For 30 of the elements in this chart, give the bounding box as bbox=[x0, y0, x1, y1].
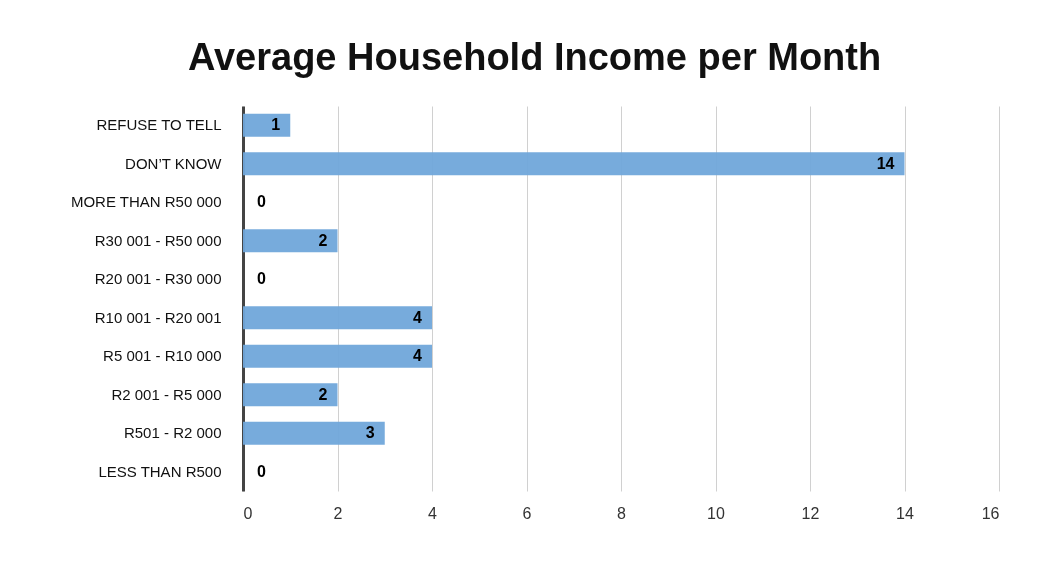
y-tick-label: R20 001 - R30 000 bbox=[94, 270, 222, 288]
data-label: 0 bbox=[257, 193, 266, 211]
y-tick-label: R501 - R2 000 bbox=[123, 424, 222, 442]
x-tick-label: 14 bbox=[896, 504, 914, 522]
x-tick-label: 12 bbox=[801, 504, 820, 522]
y-tick-label: DON’T KNOW bbox=[125, 154, 223, 172]
data-label: 2 bbox=[318, 231, 328, 249]
x-tick-label: 16 bbox=[981, 504, 1000, 522]
y-tick-label: REFUSE TO TELL bbox=[96, 116, 222, 134]
y-tick-label: R10 001 - R20 001 bbox=[94, 308, 222, 326]
data-label: 2 bbox=[318, 385, 328, 403]
y-tick-label: LESS THAN R500 bbox=[98, 462, 222, 480]
data-label: 0 bbox=[257, 270, 266, 288]
chart-title: Average Household Income per Month bbox=[187, 36, 882, 78]
y-tick-label: R2 001 - R5 000 bbox=[111, 385, 222, 403]
y-tick-label: MORE THAN R50 000 bbox=[70, 193, 222, 211]
x-tick-label: 2 bbox=[333, 504, 343, 522]
data-label: 14 bbox=[876, 154, 895, 172]
y-tick-label: R5 001 - R10 000 bbox=[103, 347, 222, 365]
x-tick-label: 10 bbox=[707, 504, 725, 522]
y-tick-label: R30 001 - R50 000 bbox=[94, 231, 222, 249]
x-tick-label: 8 bbox=[617, 504, 627, 522]
data-label: 3 bbox=[365, 424, 375, 442]
x-tick-label: 4 bbox=[428, 504, 438, 522]
data-label: 4 bbox=[413, 347, 423, 365]
x-tick-label: 0 bbox=[243, 504, 253, 522]
data-label: 1 bbox=[271, 116, 281, 134]
data-label: 0 bbox=[257, 462, 266, 480]
x-tick-label: 6 bbox=[522, 504, 532, 522]
data-label: 4 bbox=[413, 308, 423, 326]
